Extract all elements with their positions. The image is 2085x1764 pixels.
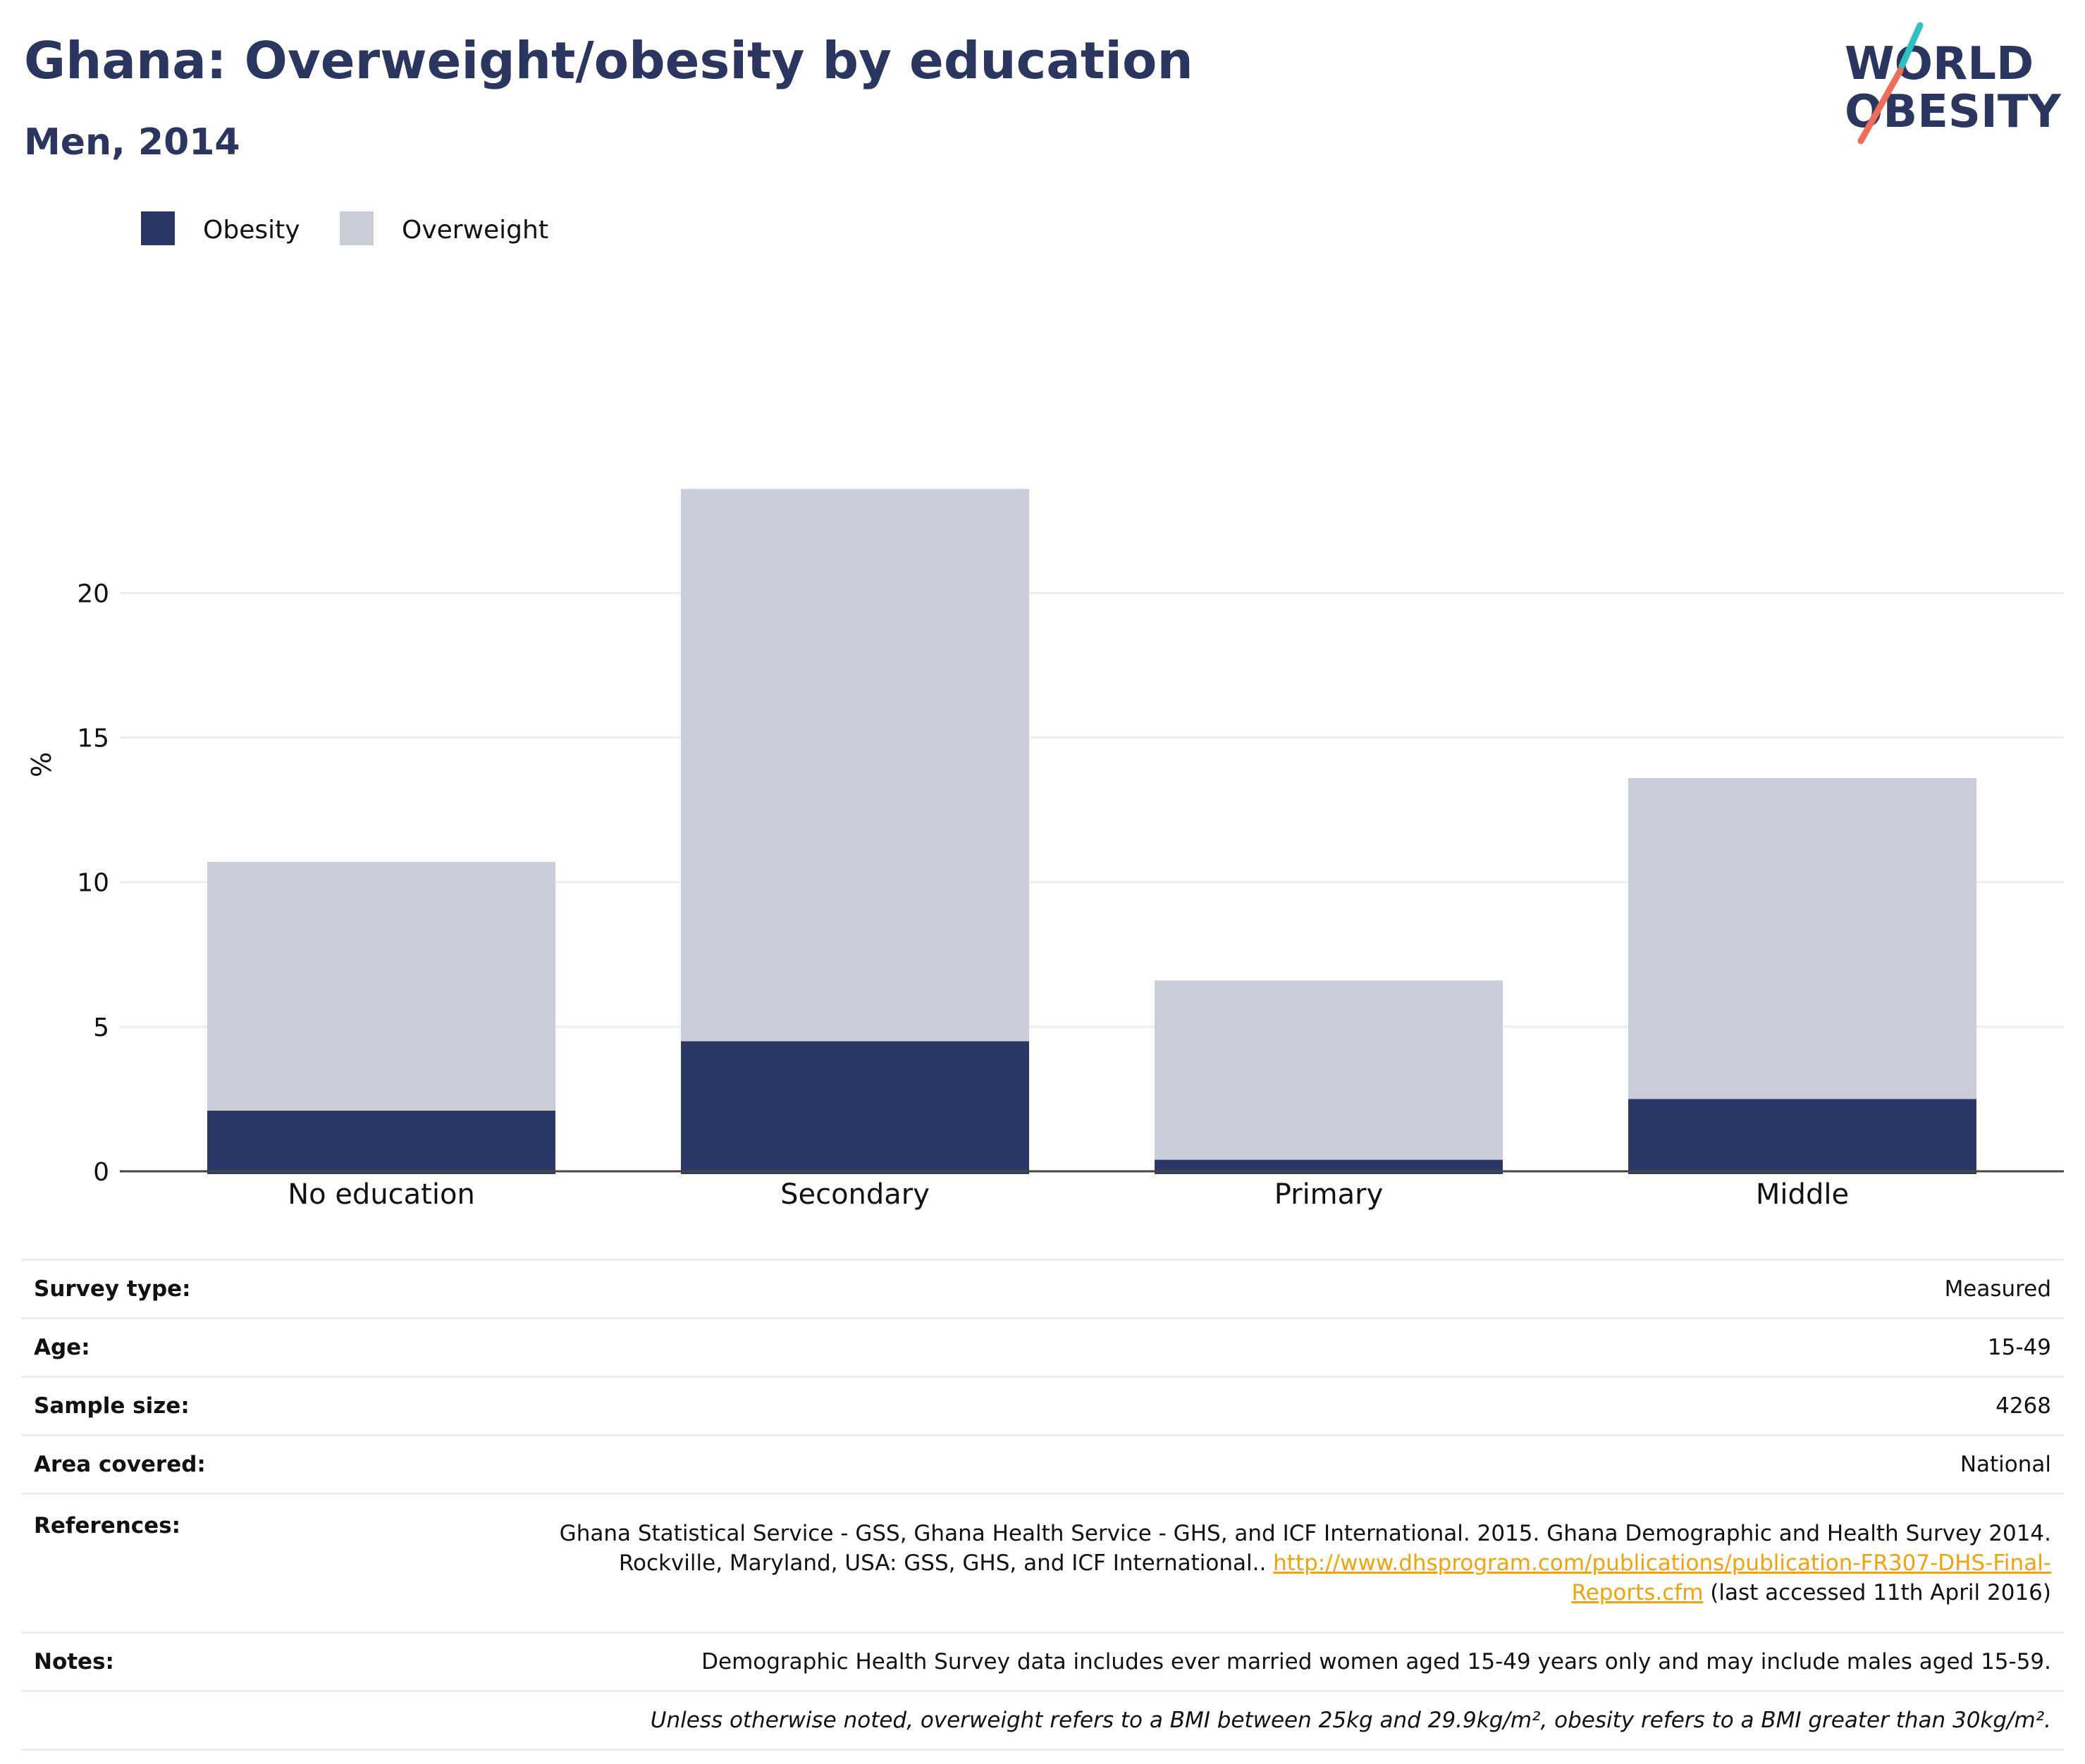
logo-slash-teal <box>1898 22 1924 70</box>
info-row-area-covered: Area covered: National <box>21 1435 2064 1495</box>
references-line1: Ghana Statistical Service - GSS, Ghana H… <box>559 1521 2051 1546</box>
x-tick-label: Middle <box>1756 1178 1849 1211</box>
info-value: Demographic Health Survey data includes … <box>343 1632 2064 1692</box>
y-axis-ticks: 0 5 10 15 20 <box>77 579 109 1187</box>
info-label: Notes: <box>21 1632 343 1692</box>
info-row-references: References: Ghana Statistical Service - … <box>21 1493 2064 1634</box>
info-value: 4268 <box>343 1376 2064 1436</box>
info-label: Sample size: <box>21 1376 343 1436</box>
legend: Obesity Overweight <box>141 211 548 245</box>
logo-slash-coral <box>1857 67 1904 144</box>
info-row-notes: Notes: Demographic Health Survey data in… <box>21 1632 2064 1692</box>
y-axis-label: % <box>26 752 57 777</box>
references-accessed: (last accessed 11th April 2016) <box>1703 1580 2051 1605</box>
info-label: References: <box>21 1493 343 1634</box>
legend-label-obesity: Obesity <box>203 216 300 245</box>
bar-chart: Obesity Overweight 0 5 10 15 20 No education… <box>26 211 2064 1211</box>
x-axis-labels: No education Secondary Primary Middle <box>288 1178 1849 1211</box>
bar-overweight-middle[interactable] <box>1628 778 1976 1099</box>
bar-obesity-secondary[interactable] <box>681 1041 1029 1174</box>
info-label: Survey type: <box>21 1259 343 1319</box>
references-link[interactable]: http://www.dhsprogram.com/publications/p… <box>1273 1550 2051 1576</box>
references-link-continued[interactable]: Reports.cfm <box>1571 1580 1704 1605</box>
bar-overweight-secondary[interactable] <box>681 488 1029 1042</box>
y-tick-label: 0 <box>93 1158 109 1187</box>
y-tick-label: 5 <box>93 1013 109 1042</box>
info-label: Area covered: <box>21 1435 343 1495</box>
info-label: Age: <box>21 1318 343 1378</box>
chart-subtitle: Men, 2014 <box>24 121 240 164</box>
info-value: National <box>343 1435 2064 1495</box>
legend-label-overweight: Overweight <box>402 216 548 245</box>
info-row-age: Age: 15-49 <box>21 1318 2064 1378</box>
bar-obesity-no-education[interactable] <box>207 1110 555 1174</box>
info-value: Measured <box>343 1259 2064 1319</box>
references-text: Ghana Statistical Service - GSS, Ghana H… <box>343 1493 2064 1634</box>
logo-line1: WORLD <box>1845 38 2034 90</box>
chart-title: Ghana: Overweight/obesity by education <box>24 31 1193 90</box>
bar-obesity-middle[interactable] <box>1628 1099 1976 1174</box>
bars <box>207 488 1976 1174</box>
y-tick-label: 20 <box>77 579 109 608</box>
survey-info-table: Survey type: Measured Age: 15-49 Sample … <box>21 1259 2064 1751</box>
legend-swatch-overweight <box>340 211 374 245</box>
references-line2: Rockville, Maryland, USA: GSS, GHS, and … <box>618 1550 1274 1576</box>
info-row-sample-size: Sample size: 4268 <box>21 1376 2064 1436</box>
y-tick-label: 10 <box>77 869 109 898</box>
legend-swatch-obesity <box>141 211 175 245</box>
world-obesity-logo: WORLD OBESITY <box>1845 22 2061 144</box>
bmi-footnote: Unless otherwise noted, overweight refer… <box>21 1691 2064 1751</box>
info-row-survey-type: Survey type: Measured <box>21 1259 2064 1319</box>
bar-overweight-primary[interactable] <box>1155 980 1503 1160</box>
bar-overweight-no-education[interactable] <box>207 862 555 1111</box>
info-value: 15-49 <box>343 1318 2064 1378</box>
x-tick-label: No education <box>288 1178 475 1211</box>
info-row-footnote: Unless otherwise noted, overweight refer… <box>21 1691 2064 1751</box>
logo-line2: OBESITY <box>1845 86 2061 138</box>
y-tick-label: 15 <box>77 724 109 753</box>
x-tick-label: Primary <box>1274 1178 1384 1211</box>
x-tick-label: Secondary <box>780 1178 930 1211</box>
